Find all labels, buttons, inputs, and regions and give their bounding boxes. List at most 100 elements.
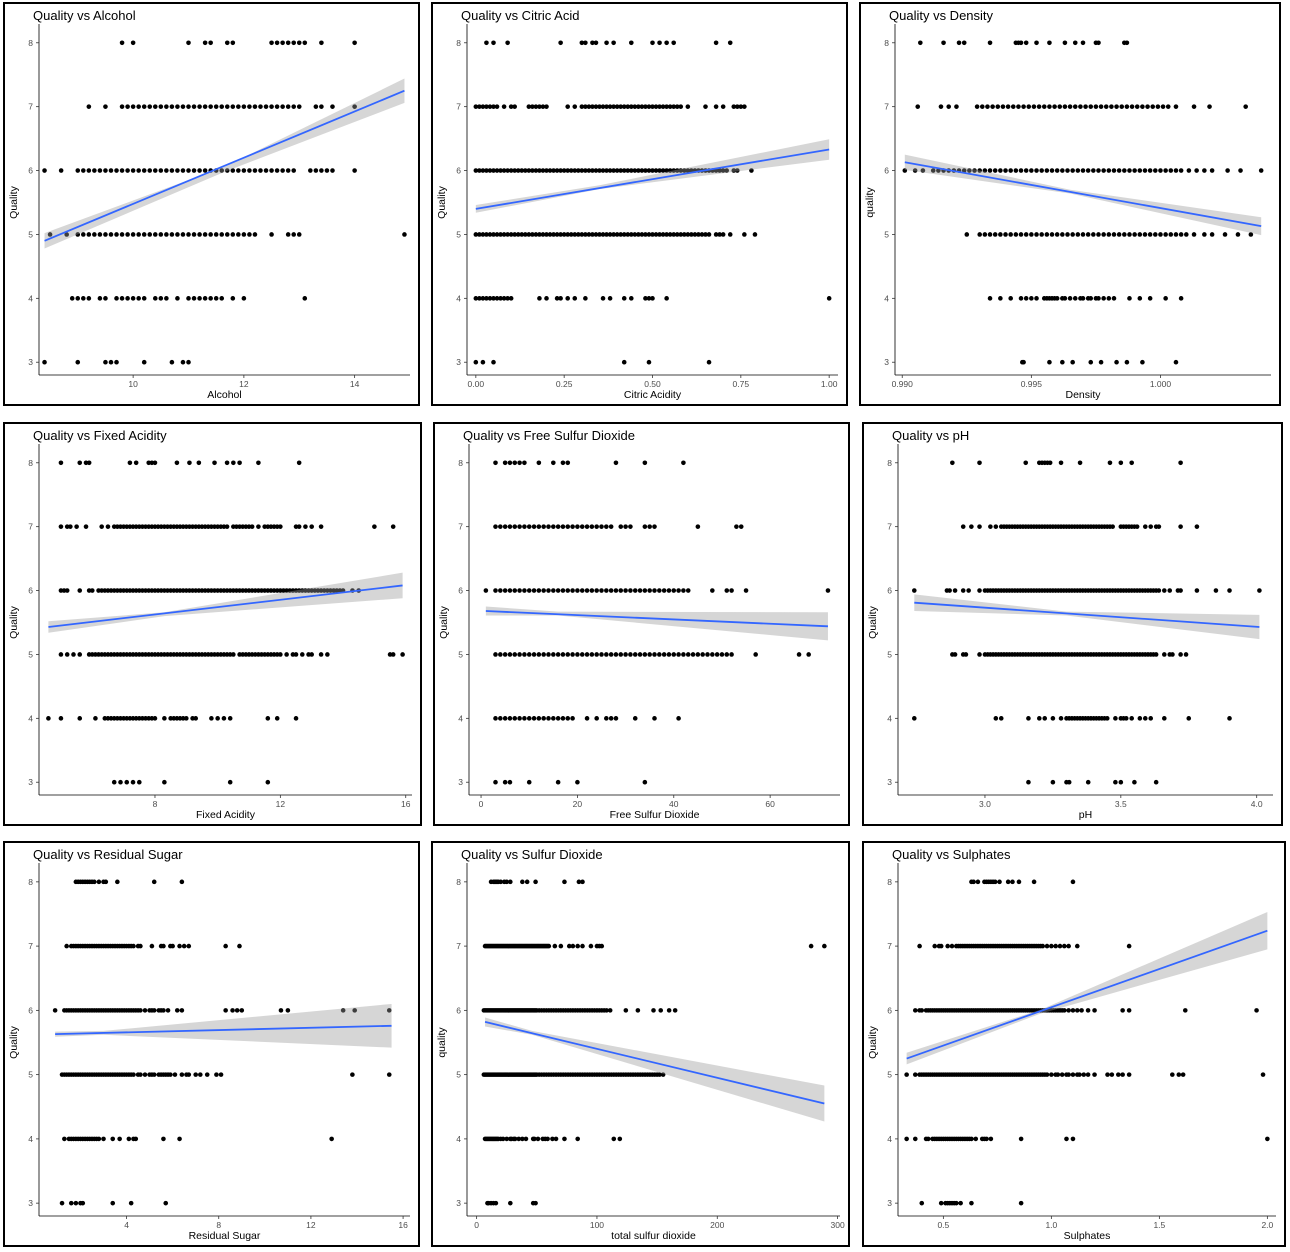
data-point bbox=[1114, 359, 1119, 365]
data-point bbox=[1222, 232, 1228, 237]
data-point bbox=[925, 1136, 931, 1142]
data-point bbox=[119, 232, 125, 237]
data-point bbox=[604, 716, 609, 721]
data-point bbox=[1060, 232, 1065, 237]
data-point bbox=[547, 232, 553, 237]
data-point bbox=[236, 104, 241, 109]
data-point bbox=[554, 232, 560, 237]
data-point bbox=[1058, 460, 1064, 466]
data-point bbox=[296, 460, 302, 466]
data-point bbox=[987, 232, 993, 237]
x-tick-label: 0.995 bbox=[1021, 379, 1043, 389]
data-point bbox=[473, 104, 479, 109]
data-points bbox=[52, 879, 392, 1206]
data-point bbox=[561, 168, 567, 173]
data-point bbox=[552, 943, 558, 949]
data-point bbox=[558, 40, 563, 46]
data-point bbox=[717, 232, 722, 237]
data-point bbox=[1150, 104, 1156, 109]
data-point bbox=[280, 104, 285, 109]
data-point bbox=[566, 943, 572, 949]
data-point bbox=[1118, 779, 1124, 785]
data-point bbox=[611, 168, 616, 173]
data-point bbox=[1209, 168, 1215, 173]
x-tick-label: 8 bbox=[153, 799, 158, 809]
data-point bbox=[594, 524, 599, 529]
data-point bbox=[308, 168, 313, 173]
y-tick-label: 4 bbox=[887, 713, 892, 723]
data-point bbox=[706, 359, 712, 365]
data-point bbox=[247, 104, 252, 109]
data-point bbox=[491, 232, 496, 237]
data-point bbox=[493, 652, 498, 657]
data-point bbox=[507, 716, 513, 721]
chart-free-sulfur-dioxide: Quality vs Free Sulfur Dioxide 0 20 40 60 3 4 5… bbox=[438, 428, 840, 821]
data-point bbox=[124, 779, 130, 785]
data-point bbox=[982, 232, 988, 237]
data-point bbox=[822, 943, 827, 949]
data-point bbox=[1091, 168, 1096, 173]
data-point bbox=[1088, 296, 1094, 301]
y-tick-label: 7 bbox=[456, 102, 461, 112]
data-point bbox=[629, 296, 634, 301]
data-point bbox=[593, 104, 599, 109]
data-point bbox=[1092, 1072, 1097, 1077]
data-point bbox=[1113, 716, 1118, 721]
data-point bbox=[667, 104, 673, 109]
data-point bbox=[664, 104, 669, 109]
data-point bbox=[533, 879, 538, 885]
data-points bbox=[912, 460, 1262, 785]
data-point bbox=[632, 652, 638, 657]
data-point bbox=[1134, 524, 1140, 529]
data-point bbox=[1080, 232, 1086, 237]
data-point bbox=[975, 879, 981, 885]
data-point bbox=[508, 104, 514, 109]
data-point bbox=[546, 524, 551, 529]
data-point bbox=[696, 232, 701, 237]
regression-line bbox=[484, 1021, 825, 1105]
data-point bbox=[646, 296, 652, 301]
data-point bbox=[584, 652, 590, 657]
data-point bbox=[498, 588, 503, 593]
data-point bbox=[1040, 943, 1046, 949]
data-point bbox=[621, 296, 627, 301]
data-point bbox=[710, 588, 715, 593]
chart-panel-ph: Quality vs pH 3.0 3.5 4.0 3 4 5 6 7 8 pH Quality bbox=[862, 422, 1283, 826]
x-tick-label: 12 bbox=[306, 1220, 316, 1230]
data-point bbox=[161, 1136, 166, 1142]
data-point bbox=[969, 1136, 974, 1142]
data-point bbox=[960, 524, 966, 529]
data-point bbox=[558, 168, 563, 173]
data-point bbox=[608, 716, 614, 721]
data-point bbox=[42, 359, 47, 365]
data-point bbox=[526, 716, 532, 721]
data-point bbox=[993, 716, 999, 721]
x-tick-label: 0.75 bbox=[733, 379, 750, 389]
data-point bbox=[632, 716, 638, 721]
data-point bbox=[224, 524, 230, 529]
data-point bbox=[1170, 1072, 1175, 1077]
data-point bbox=[237, 943, 242, 949]
data-point bbox=[912, 716, 917, 721]
data-point bbox=[695, 524, 701, 529]
data-point bbox=[58, 460, 64, 466]
data-point bbox=[519, 168, 525, 173]
data-point bbox=[729, 588, 734, 593]
data-point bbox=[1005, 879, 1011, 885]
data-point bbox=[164, 168, 169, 173]
chart-title: Quality vs Sulfur Dioxide bbox=[461, 847, 603, 862]
data-point bbox=[164, 104, 169, 109]
data-point bbox=[586, 168, 592, 173]
data-point bbox=[623, 1008, 629, 1013]
data-point bbox=[498, 168, 503, 173]
data-point bbox=[1062, 296, 1068, 301]
data-point bbox=[202, 232, 208, 237]
y-tick-label: 5 bbox=[28, 229, 33, 239]
data-point bbox=[252, 104, 258, 109]
x-tick-label: 8 bbox=[216, 1220, 221, 1230]
data-point bbox=[1031, 879, 1037, 885]
data-point bbox=[565, 460, 571, 466]
data-point bbox=[524, 879, 530, 885]
data-point bbox=[526, 652, 532, 657]
data-point bbox=[74, 524, 79, 529]
